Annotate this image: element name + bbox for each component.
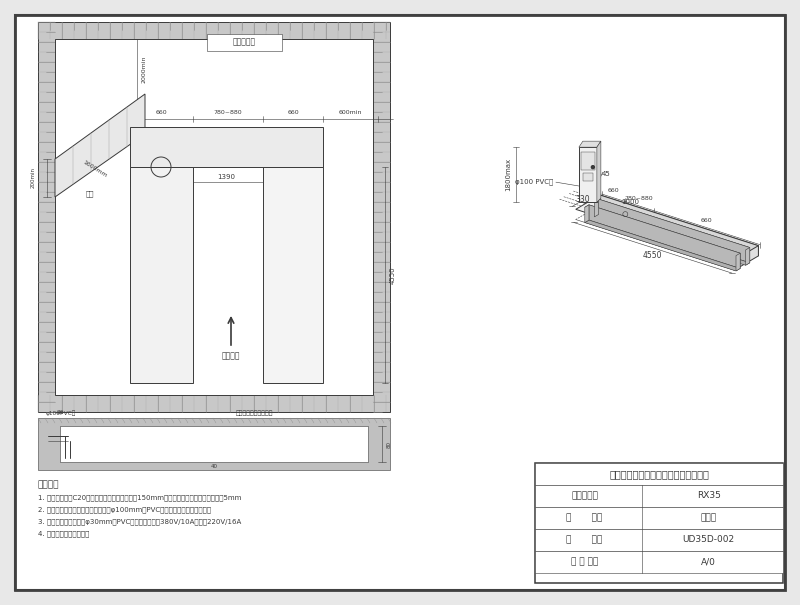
Bar <box>130 167 193 383</box>
Bar <box>583 173 593 181</box>
Bar <box>579 147 597 202</box>
Bar <box>535 507 783 529</box>
Polygon shape <box>734 246 758 270</box>
Text: 3. 电源线和气源线须埋φ30mm的PVC管，电源三相为380V/10A或单相220V/16A: 3. 电源线和气源线须埋φ30mm的PVC管，电源三相为380V/10A或单相2… <box>38 518 242 525</box>
Polygon shape <box>594 199 750 250</box>
Text: 4. 电控箱位置可左右互换: 4. 电控箱位置可左右互换 <box>38 530 90 537</box>
Bar <box>60 426 368 462</box>
Bar <box>535 463 783 485</box>
Text: 地基图: 地基图 <box>701 514 717 523</box>
Text: φ100PVC管: φ100PVC管 <box>46 410 76 416</box>
Text: 660: 660 <box>701 218 713 223</box>
Text: 40: 40 <box>210 465 218 469</box>
Polygon shape <box>597 141 601 202</box>
Text: 图       号：: 图 号： <box>566 535 602 544</box>
Text: 上海巴兰仕汽车检测设备股份有限公司: 上海巴兰仕汽车检测设备股份有限公司 <box>609 469 709 479</box>
Text: φ100 PVC管: φ100 PVC管 <box>514 179 553 186</box>
Polygon shape <box>746 247 750 265</box>
Text: 泡水管（或模板垫上）: 泡水管（或模板垫上） <box>235 410 273 416</box>
Polygon shape <box>55 94 145 197</box>
Text: 2. 预埋控制台至地坑和两地坑间预埋φ100mm的PVC管用于穿油管、气管、电线: 2. 预埋控制台至地坑和两地坑间预埋φ100mm的PVC管用于穿油管、气管、电线 <box>38 506 211 512</box>
Bar <box>130 127 323 167</box>
Bar <box>581 152 595 170</box>
Text: 2000min: 2000min <box>142 55 147 83</box>
Text: 780~880: 780~880 <box>214 111 242 116</box>
Polygon shape <box>576 195 758 260</box>
Text: 26: 26 <box>56 411 64 416</box>
Bar <box>207 34 282 51</box>
Bar <box>535 485 783 507</box>
Text: 基础要求: 基础要求 <box>38 480 59 489</box>
Polygon shape <box>579 141 601 147</box>
Polygon shape <box>598 199 750 263</box>
Polygon shape <box>585 205 740 256</box>
Text: 名       称：: 名 称： <box>566 514 602 523</box>
Text: 1000: 1000 <box>622 200 639 206</box>
Text: 660: 660 <box>287 111 299 116</box>
Text: 330: 330 <box>575 195 590 204</box>
Polygon shape <box>736 253 740 271</box>
Text: UD35D-002: UD35D-002 <box>682 535 734 544</box>
Text: 45: 45 <box>602 171 610 177</box>
Bar <box>535 529 783 551</box>
Bar <box>263 167 323 383</box>
Polygon shape <box>594 214 750 265</box>
Text: 4550: 4550 <box>390 266 396 284</box>
Polygon shape <box>585 205 589 223</box>
Text: 80: 80 <box>386 440 391 448</box>
Text: 产品型号：: 产品型号： <box>571 491 598 500</box>
Text: 200min: 200min <box>30 168 35 189</box>
Bar <box>55 39 373 395</box>
Text: 1800max: 1800max <box>505 158 511 191</box>
Text: RX35: RX35 <box>697 491 721 500</box>
Bar <box>38 22 390 412</box>
Text: 1390: 1390 <box>217 174 235 180</box>
Polygon shape <box>589 205 740 269</box>
Text: 660: 660 <box>607 188 619 193</box>
Text: 4550: 4550 <box>643 251 662 260</box>
Text: A/0: A/0 <box>701 557 716 566</box>
Bar <box>38 418 390 470</box>
Text: 阿魁安位仪: 阿魁安位仪 <box>233 38 255 47</box>
Text: 版 本 号：: 版 本 号： <box>571 557 598 566</box>
Polygon shape <box>600 195 758 256</box>
Bar <box>535 463 783 583</box>
Polygon shape <box>585 220 740 271</box>
Text: 600min: 600min <box>338 111 362 116</box>
Text: 通车方向: 通车方向 <box>222 352 240 361</box>
Bar <box>535 551 783 573</box>
Text: 660: 660 <box>156 111 167 116</box>
Text: 780~880: 780~880 <box>625 197 654 201</box>
Text: 1600mm: 1600mm <box>82 160 108 178</box>
Polygon shape <box>594 199 598 217</box>
Text: 坡板: 坡板 <box>86 191 94 197</box>
Text: 1. 混凝土等级为C20及以上，坑底混凝土厚度为150mm以上，两地坑内水平误差不大于5mm: 1. 混凝土等级为C20及以上，坑底混凝土厚度为150mm以上，两地坑内水平误差… <box>38 494 242 500</box>
Circle shape <box>591 166 594 169</box>
